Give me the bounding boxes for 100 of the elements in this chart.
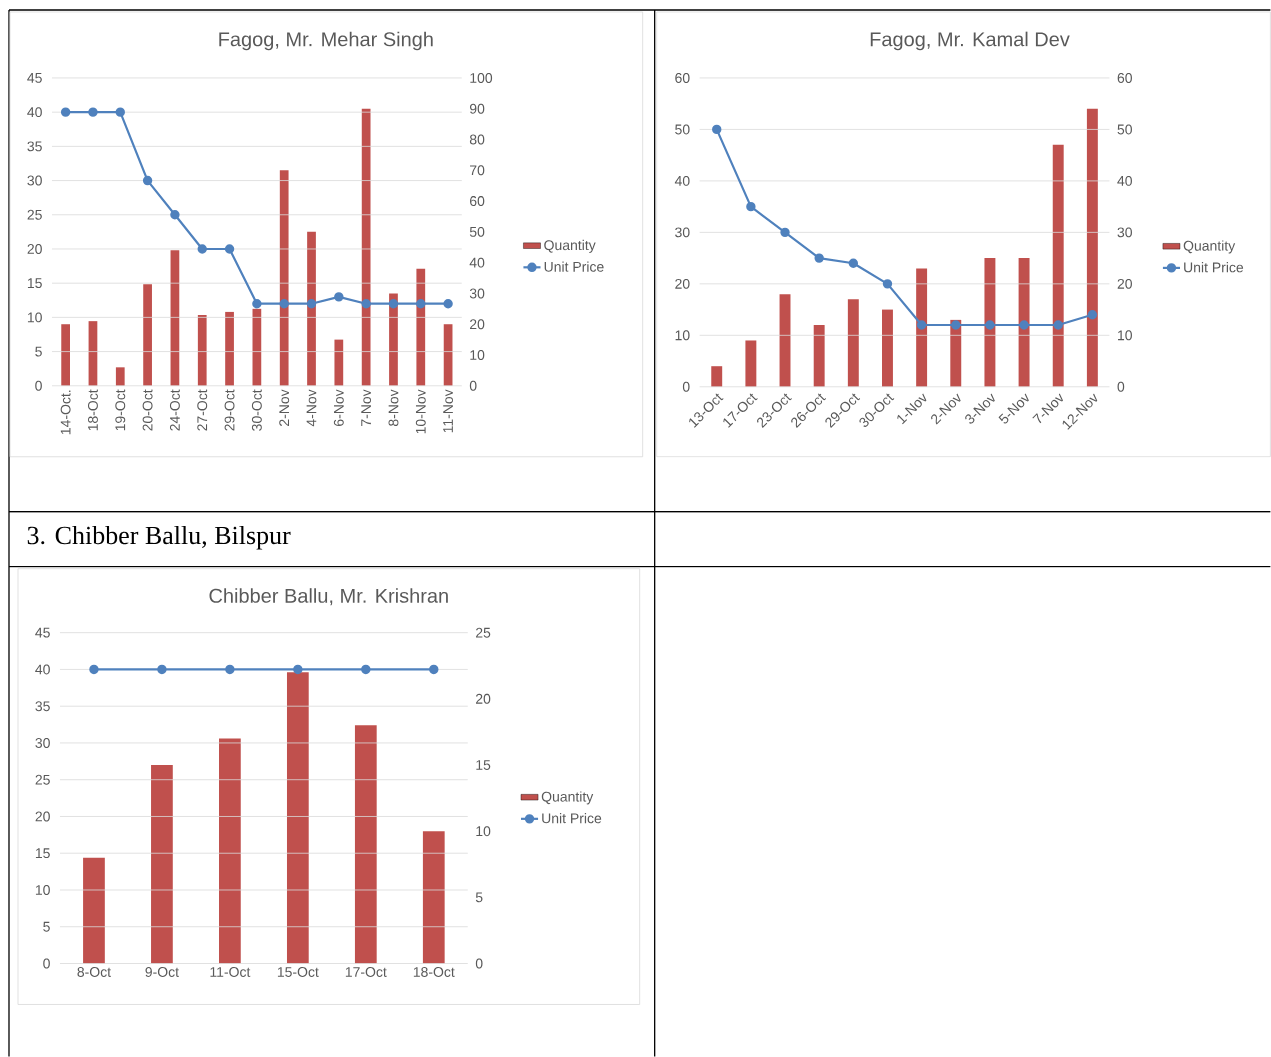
y-tick-label: 60 (675, 72, 690, 83)
x-tick-label: 29-Oct (224, 389, 235, 431)
x-tick-label: 7-Nov (361, 389, 372, 426)
bar (984, 258, 996, 387)
y-tick-label: 15 (35, 848, 50, 859)
y2-tick-label: 40 (1117, 175, 1132, 186)
point (916, 320, 927, 330)
bar (279, 170, 289, 386)
y-tick-label: 5 (43, 921, 50, 932)
bar (361, 108, 371, 386)
y2-tick-label: 5 (475, 892, 483, 903)
y2-tick-label: 60 (1117, 72, 1132, 83)
point (361, 298, 371, 309)
x-tick-label: 18-Oct (413, 966, 455, 977)
point (224, 244, 235, 254)
y-tick-label: 45 (35, 627, 50, 638)
legend-label: Unit Price (1184, 262, 1244, 273)
bar (225, 311, 234, 386)
y2-tick-label: 50 (469, 226, 485, 237)
legend-label: Quantity (541, 791, 594, 805)
bar (1052, 144, 1064, 387)
y-tick-label: 15 (27, 278, 42, 289)
point (252, 298, 262, 309)
y-tick-label: 35 (35, 701, 50, 712)
x-tick-label: 17-Oct (345, 966, 387, 977)
bar (1086, 108, 1098, 387)
bar (916, 268, 928, 387)
x-tick-label: 11-Oct (210, 966, 251, 977)
point (1087, 309, 1098, 320)
point (882, 279, 893, 289)
bar (252, 308, 262, 386)
point (1019, 320, 1029, 330)
y-tick-label: 20 (35, 811, 50, 822)
y-tick-label: 0 (35, 380, 42, 391)
y2-tick-label: 20 (1117, 278, 1132, 289)
bar (61, 324, 70, 386)
x-tick-label: 8-Oct (77, 966, 111, 977)
bar (151, 764, 173, 964)
point (746, 201, 756, 212)
legend-label: Quantity (544, 239, 596, 253)
x-tick-label: 2-Nov (279, 389, 290, 426)
y2-tick-label: 0 (1117, 381, 1125, 392)
y-tick-label: 35 (27, 141, 42, 152)
point (279, 298, 289, 309)
y2-tick-label: 15 (476, 760, 491, 770)
y2-tick-label: 20 (476, 693, 491, 704)
bar (389, 293, 398, 386)
point (416, 298, 426, 309)
point (60, 107, 71, 117)
point (197, 244, 207, 254)
y2-tick-label: 10 (470, 350, 485, 360)
x-tick-label: 4-Nov (306, 389, 317, 427)
y2-tick-label: 60 (470, 196, 485, 206)
y2-tick-label: 0 (475, 958, 483, 969)
bar (219, 738, 241, 964)
y-tick-label: 10 (675, 330, 690, 341)
point (142, 175, 153, 186)
point (443, 298, 453, 309)
bar (416, 268, 426, 386)
x-tick-label: 24-Oct (169, 389, 180, 431)
y2-tick-label: 70 (470, 165, 485, 176)
x-tick-label: 19-Oct (115, 389, 126, 431)
bar (847, 299, 859, 387)
point (1053, 320, 1063, 330)
bar (286, 672, 309, 964)
y2-tick-label: 100 (470, 72, 493, 83)
x-tick-label: 27-Oct (197, 389, 208, 431)
point (951, 320, 961, 330)
x-tick-label: 8-Nov (388, 389, 399, 426)
text: 3. Chibber Ballu, Bilspur (27, 525, 291, 550)
bar (1018, 258, 1030, 387)
x-tick-label: 10-Nov (415, 389, 426, 434)
point (170, 210, 180, 220)
y-tick-label: 30 (675, 227, 690, 238)
point (814, 253, 824, 263)
y2-tick-label: 50 (1117, 124, 1132, 135)
y2-tick-label: 10 (476, 826, 491, 837)
x-tick-label: 11-Nov (443, 389, 453, 433)
y2-tick-label: 30 (469, 288, 485, 299)
chart-title: Fagog, Mr. Mehar Singh (219, 31, 433, 51)
y-tick-label: 30 (27, 175, 42, 186)
bar (950, 319, 962, 387)
bar (711, 366, 723, 387)
y-tick-label: 0 (682, 381, 690, 392)
bar (354, 725, 377, 964)
y-tick-label: 10 (35, 884, 50, 895)
bar (882, 309, 893, 387)
x-tick-label: 18-Oct (87, 389, 98, 431)
point (334, 292, 344, 302)
y-tick-label: 20 (27, 243, 42, 254)
point (780, 227, 790, 238)
y-tick-label: 5 (35, 346, 42, 357)
bar (813, 324, 825, 387)
point (388, 298, 399, 309)
y-tick-label: 25 (35, 774, 50, 785)
bar (334, 339, 344, 386)
y-tick-label: 10 (27, 312, 42, 323)
chart-title: Fagog, Mr. Kamal Dev (870, 31, 1070, 51)
y-tick-label: 25 (27, 209, 42, 220)
y-tick-label: 40 (35, 664, 50, 675)
